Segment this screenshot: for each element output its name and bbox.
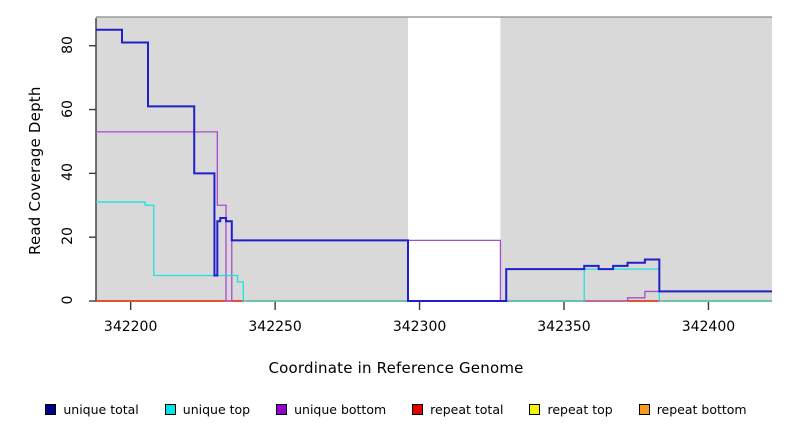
y-tick-label: 60 bbox=[60, 99, 76, 118]
y-tick-label: 20 bbox=[60, 227, 76, 246]
legend-swatch-icon bbox=[412, 403, 424, 415]
legend-label: unique top bbox=[182, 401, 251, 417]
chart-legend: unique total unique top unique bottom repea… bbox=[0, 398, 792, 420]
y-tick-label: 80 bbox=[60, 35, 76, 54]
x-tick-label: 342400 bbox=[681, 319, 736, 335]
x-tick-label: 342300 bbox=[392, 319, 447, 335]
legend-label: unique total bbox=[63, 401, 139, 417]
legend-item-repeat-total: repeat total bbox=[412, 402, 503, 417]
series-line-unique-total bbox=[96, 28, 772, 302]
legend-item-unique-bottom: unique bottom bbox=[276, 402, 386, 417]
x-axis-title: Coordinate in Reference Genome bbox=[268, 359, 524, 377]
legend-label: repeat top bbox=[547, 401, 613, 417]
y-tick-label: 40 bbox=[60, 163, 76, 182]
legend-swatch-icon bbox=[638, 403, 650, 415]
legend-item-repeat-bottom: repeat bottom bbox=[638, 401, 747, 417]
series-line-unique-bottom bbox=[96, 131, 772, 302]
legend-swatch-icon bbox=[45, 403, 57, 415]
plot-background-right bbox=[500, 17, 772, 301]
plot-background-left bbox=[96, 17, 408, 301]
legend-swatch-icon bbox=[276, 403, 288, 415]
legend-item-repeat-top: repeat top bbox=[529, 401, 613, 417]
legend-label: unique bottom bbox=[294, 401, 387, 417]
series-line-unique-top bbox=[96, 201, 772, 302]
x-tick-label: 342350 bbox=[537, 319, 591, 335]
legend-label: repeat total bbox=[430, 401, 504, 417]
legend-swatch-icon bbox=[529, 403, 541, 415]
legend-label: repeat bottom bbox=[656, 401, 747, 417]
legend-swatch-icon bbox=[164, 403, 176, 415]
x-tick-label: 342200 bbox=[103, 319, 158, 335]
legend-item-unique-total: unique total bbox=[45, 401, 139, 417]
legend-item-unique-top: unique top bbox=[164, 401, 251, 417]
y-axis-title: Read Coverage Depth bbox=[26, 86, 44, 255]
y-tick-label: 0 bbox=[60, 295, 76, 305]
x-tick-label: 342250 bbox=[248, 319, 302, 335]
